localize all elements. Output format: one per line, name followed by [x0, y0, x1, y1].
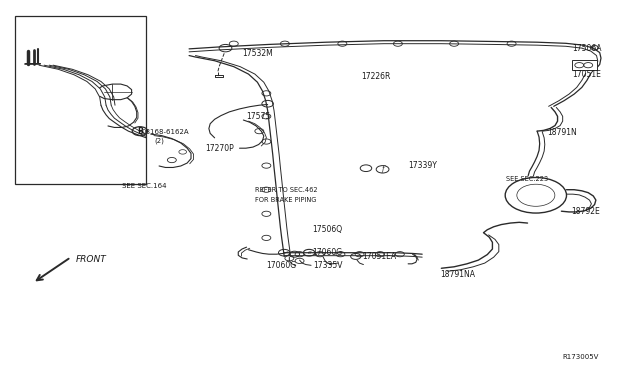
Text: 17575: 17575 [246, 112, 271, 121]
Text: 17506A: 17506A [572, 44, 602, 52]
Text: SEE SEC.223: SEE SEC.223 [506, 176, 548, 182]
Text: 17270P: 17270P [205, 144, 234, 153]
Text: f: f [382, 165, 385, 173]
Text: 17226R: 17226R [362, 72, 391, 81]
Text: 17060G: 17060G [266, 261, 296, 270]
Text: 18791NA: 18791NA [440, 270, 475, 279]
Text: R173005V: R173005V [563, 354, 599, 360]
Text: 18792E: 18792E [571, 208, 600, 217]
Text: 17051EA: 17051EA [362, 252, 396, 261]
Text: e: e [307, 250, 311, 255]
Text: 17532M: 17532M [242, 49, 273, 58]
Text: FOR BRAKE PIPING: FOR BRAKE PIPING [255, 197, 316, 203]
Text: FRONT: FRONT [76, 255, 107, 264]
Text: SEE SEC.164: SEE SEC.164 [122, 183, 166, 189]
Text: 17339Y: 17339Y [408, 161, 437, 170]
Text: 08168-6162A: 08168-6162A [141, 129, 189, 135]
Text: 17051E: 17051E [572, 70, 601, 79]
Text: 17060G: 17060G [312, 248, 342, 257]
Text: 18791N: 18791N [547, 128, 577, 137]
Text: B: B [137, 126, 143, 136]
Text: (2): (2) [154, 137, 164, 144]
Bar [15, 16, 147, 184]
Text: 17335V: 17335V [314, 261, 343, 270]
Bar [572, 60, 596, 70]
Text: 17506Q: 17506Q [312, 225, 342, 234]
Text: REFER TO SEC.462: REFER TO SEC.462 [255, 187, 317, 193]
